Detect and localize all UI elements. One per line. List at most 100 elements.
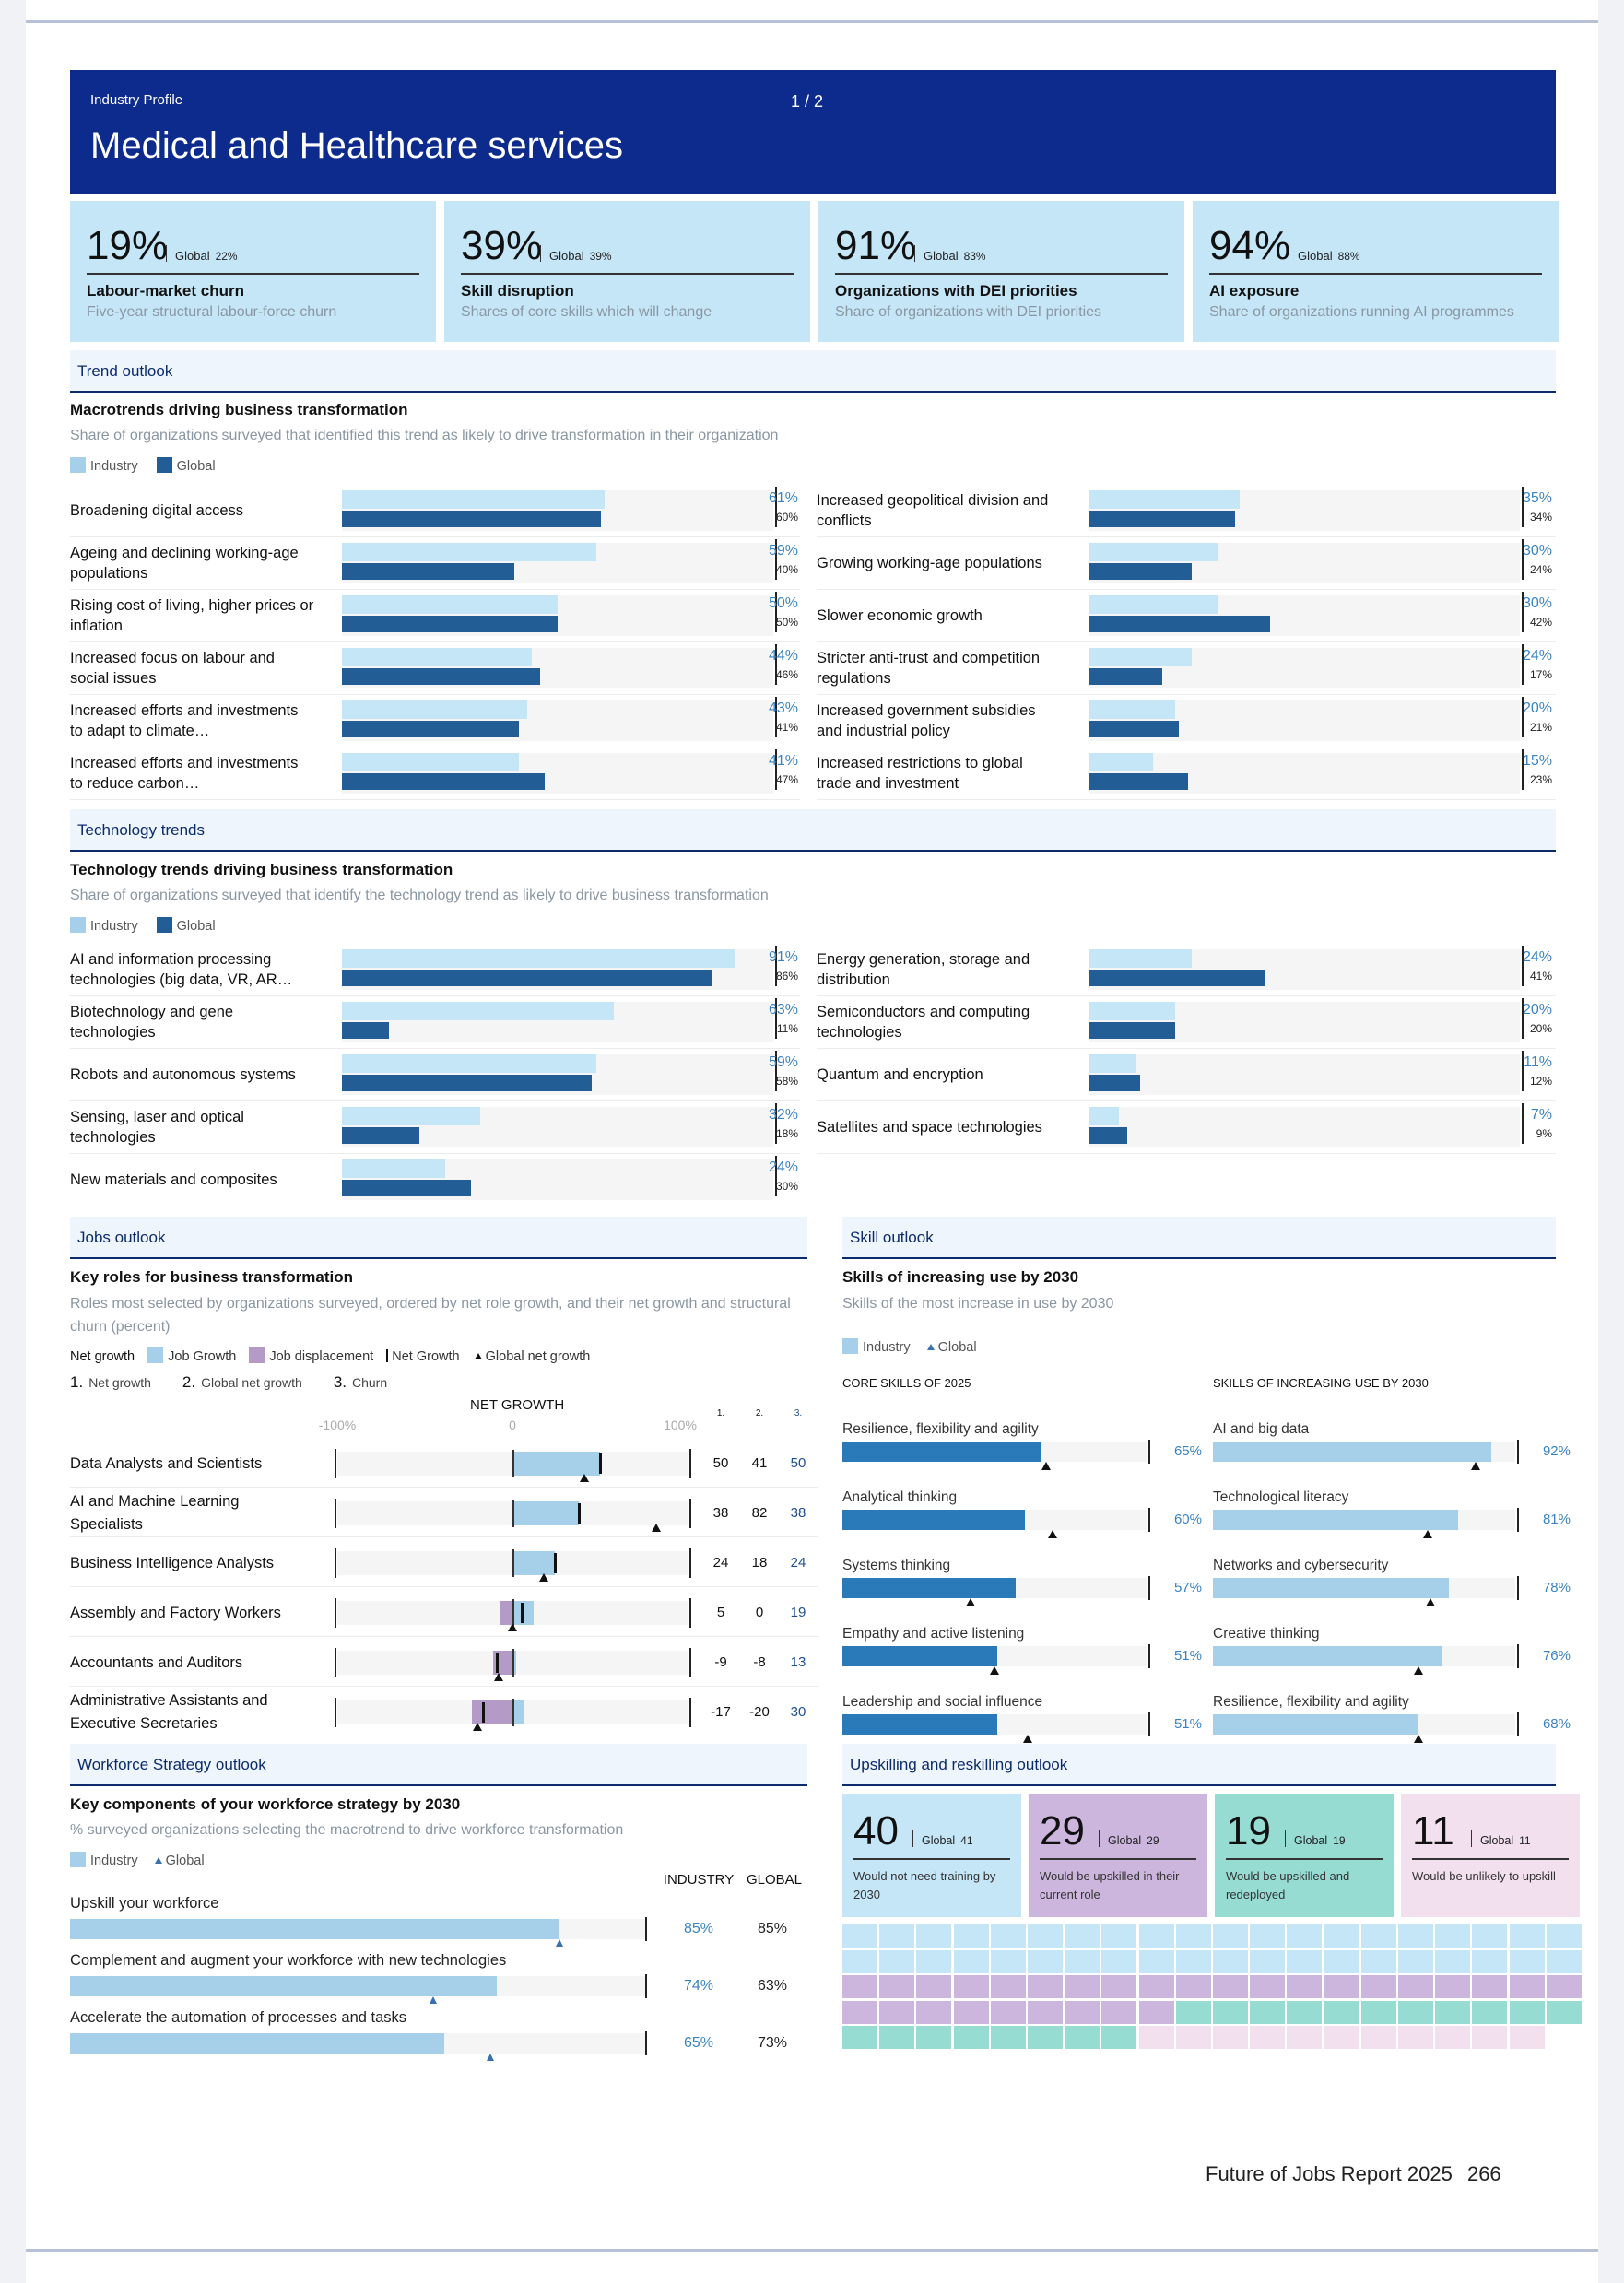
- axis-right-line: [689, 1499, 691, 1528]
- role-label: Administrative Assistants and Executive …: [70, 1692, 268, 1732]
- waffle-cell: [1435, 2000, 1471, 2024]
- skill-row: Empathy and active listening 51%: [842, 1626, 1202, 1694]
- trend-label: Energy generation, storage and distribut…: [817, 944, 1061, 995]
- global-value: 41%: [775, 721, 798, 734]
- axis-left-line: [335, 1598, 336, 1628]
- upskilling-global-value: 41: [960, 1834, 973, 1847]
- waffle-cell: [1546, 1949, 1582, 1973]
- section-title: Skill outlook: [850, 1229, 934, 1246]
- global-bar: [1089, 773, 1188, 790]
- column-legend-num: 1.: [70, 1373, 84, 1391]
- skill-global-marker: [1426, 1598, 1436, 1606]
- skill-track: [1213, 1714, 1515, 1743]
- bar-end-line: [1522, 592, 1524, 632]
- trend-label-text: Slower economic growth: [817, 607, 983, 624]
- trend-title: Macrotrends driving business transformat…: [70, 401, 408, 418]
- waffle-cell: [1175, 1924, 1211, 1948]
- waffle-cell: [1509, 2026, 1545, 2049]
- kpi-label: Skill disruption: [461, 282, 574, 300]
- global-bar: [1089, 668, 1162, 685]
- net-growth-value: -17: [711, 1704, 731, 1720]
- trend-label-text: Growing working-age populations: [817, 555, 1042, 571]
- skill-row: Networks and cybersecurity 78%: [1213, 1558, 1571, 1626]
- trend-label: Stricter anti-trust and competition regu…: [817, 642, 1061, 694]
- workforce-label: Upskill your workforce: [70, 1895, 219, 1912]
- workforce-industry-bar: [70, 1919, 560, 1939]
- kpi-global-value: 88%: [1337, 250, 1360, 263]
- waffle-cell: [1324, 2026, 1359, 2049]
- industry-value: 24%: [1522, 648, 1552, 664]
- bar-end-line: [775, 697, 777, 737]
- section-title: Technology trends: [77, 821, 205, 839]
- zero-line: [512, 1599, 514, 1627]
- waffle-cell: [1287, 2026, 1323, 2049]
- global-bar: [1089, 1022, 1175, 1039]
- workforce-global-marker: [487, 2054, 495, 2061]
- waffle-cell: [1101, 1924, 1137, 1948]
- upskilling-rule: [1226, 1858, 1383, 1860]
- role-row: Assembly and Factory Workers 5 0 19: [70, 1589, 818, 1637]
- skill-row: Analytical thinking 60%: [842, 1489, 1202, 1558]
- waffle-cell: [1324, 1924, 1359, 1948]
- skill-row: Leadership and social influence 51%: [842, 1694, 1202, 1762]
- trend-label: Satellites and space technologies: [817, 1101, 1061, 1153]
- header-kicker: Industry Profile: [90, 92, 183, 108]
- global-value: 41%: [1529, 970, 1552, 983]
- kpi-divider: [166, 245, 167, 262]
- workforce-track: [70, 1919, 646, 1947]
- kpi-card: 19% Global 22% Labour-market churn Five-year…: [70, 201, 436, 342]
- industry-bar: [342, 595, 558, 614]
- skill-bar: [842, 1442, 1041, 1462]
- axis-tick-zero: 0: [509, 1418, 516, 1432]
- skill-track: [842, 1578, 1147, 1606]
- global-bar: [1089, 970, 1265, 986]
- legend-swatch-industry: [842, 1338, 858, 1354]
- waffle-cell: [1175, 1975, 1211, 1998]
- bar-end-line: [775, 1103, 777, 1144]
- workforce-industry-value: 65%: [683, 2035, 714, 2051]
- upskilling-waffle-chart: [842, 1924, 1589, 2054]
- industry-bar: [1089, 753, 1154, 771]
- waffle-cell: [1065, 2000, 1100, 2024]
- net-growth-value: 24: [712, 1555, 729, 1571]
- kpi-global: Global 83%: [924, 249, 986, 263]
- bar-track: [1089, 1107, 1520, 1147]
- global-value: 46%: [775, 668, 798, 681]
- workforce-label: Complement and augment your workforce wi…: [70, 1952, 507, 1969]
- workforce-end-line: [645, 1917, 647, 1941]
- upskilling-divider: [1099, 1830, 1100, 1847]
- waffle-cell: [990, 2026, 1026, 2049]
- kpi-value: 91%: [835, 223, 917, 268]
- waffle-cell: [1360, 2026, 1396, 2049]
- industry-value: 20%: [1522, 700, 1552, 716]
- waffle-cell: [953, 2000, 989, 2024]
- waffle-cell: [1509, 1924, 1545, 1948]
- global-value: 30%: [775, 1180, 798, 1193]
- bar-track: [342, 543, 773, 583]
- skill-end-line: [1517, 1440, 1519, 1464]
- waffle-cell: [1435, 1924, 1471, 1948]
- trend-legend: Industry Global: [70, 457, 216, 474]
- waffle-cell: [1398, 1924, 1433, 1948]
- global-bar: [342, 1127, 420, 1144]
- trend-subtitle: Share of organizations surveyed that ide…: [70, 428, 779, 443]
- global-net-growth-value: -8: [753, 1654, 766, 1670]
- skill-value: 68%: [1542, 1716, 1571, 1732]
- skills-title: Skills of increasing use by 2030: [842, 1268, 1079, 1286]
- skill-global-marker: [1414, 1735, 1424, 1743]
- skills-subtitle: Skills of the most increase in use by 20…: [842, 1296, 1114, 1312]
- global-bar: [342, 773, 545, 790]
- kpi-global-label: Global: [924, 249, 959, 263]
- legend-swatch-industry: [70, 457, 86, 473]
- skill-row: Creative thinking 76%: [1213, 1626, 1571, 1694]
- waffle-cell: [1509, 1949, 1545, 1973]
- trend-label: New materials and composites: [70, 1154, 314, 1206]
- workforce-label: Accelerate the automation of processes a…: [70, 2009, 407, 2026]
- bar-track: [342, 1002, 773, 1042]
- trend-label-text: Sensing, laser and optical technologies: [70, 1109, 244, 1146]
- net-growth-marker: [520, 1603, 524, 1623]
- kpi-global: Global 39%: [549, 249, 612, 263]
- kpi-global: Global 22%: [175, 249, 238, 263]
- global-value: 18%: [775, 1127, 798, 1140]
- waffle-cell: [1138, 1924, 1174, 1948]
